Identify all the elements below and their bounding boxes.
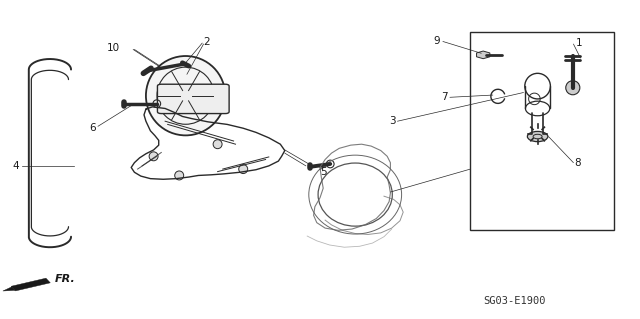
Text: 9: 9: [434, 36, 440, 47]
Ellipse shape: [239, 165, 248, 174]
Text: 1: 1: [576, 38, 582, 48]
Text: FR.: FR.: [54, 274, 76, 284]
Text: 7: 7: [442, 92, 448, 102]
Ellipse shape: [213, 140, 222, 149]
Text: 8: 8: [575, 158, 581, 168]
Text: SG03-E1900: SG03-E1900: [483, 296, 546, 306]
Text: 6: 6: [90, 122, 96, 133]
Bar: [470, 32, 614, 230]
FancyBboxPatch shape: [157, 84, 229, 114]
Ellipse shape: [146, 56, 225, 135]
Ellipse shape: [182, 92, 189, 100]
Text: 2: 2: [204, 37, 210, 47]
Text: 4: 4: [13, 161, 19, 171]
Text: 10: 10: [107, 43, 120, 54]
Text: 5: 5: [320, 167, 326, 177]
Ellipse shape: [527, 131, 548, 142]
Polygon shape: [3, 287, 15, 291]
Ellipse shape: [149, 152, 158, 161]
Polygon shape: [11, 278, 51, 291]
Ellipse shape: [566, 81, 580, 95]
Text: 3: 3: [389, 116, 396, 126]
Ellipse shape: [175, 171, 184, 180]
